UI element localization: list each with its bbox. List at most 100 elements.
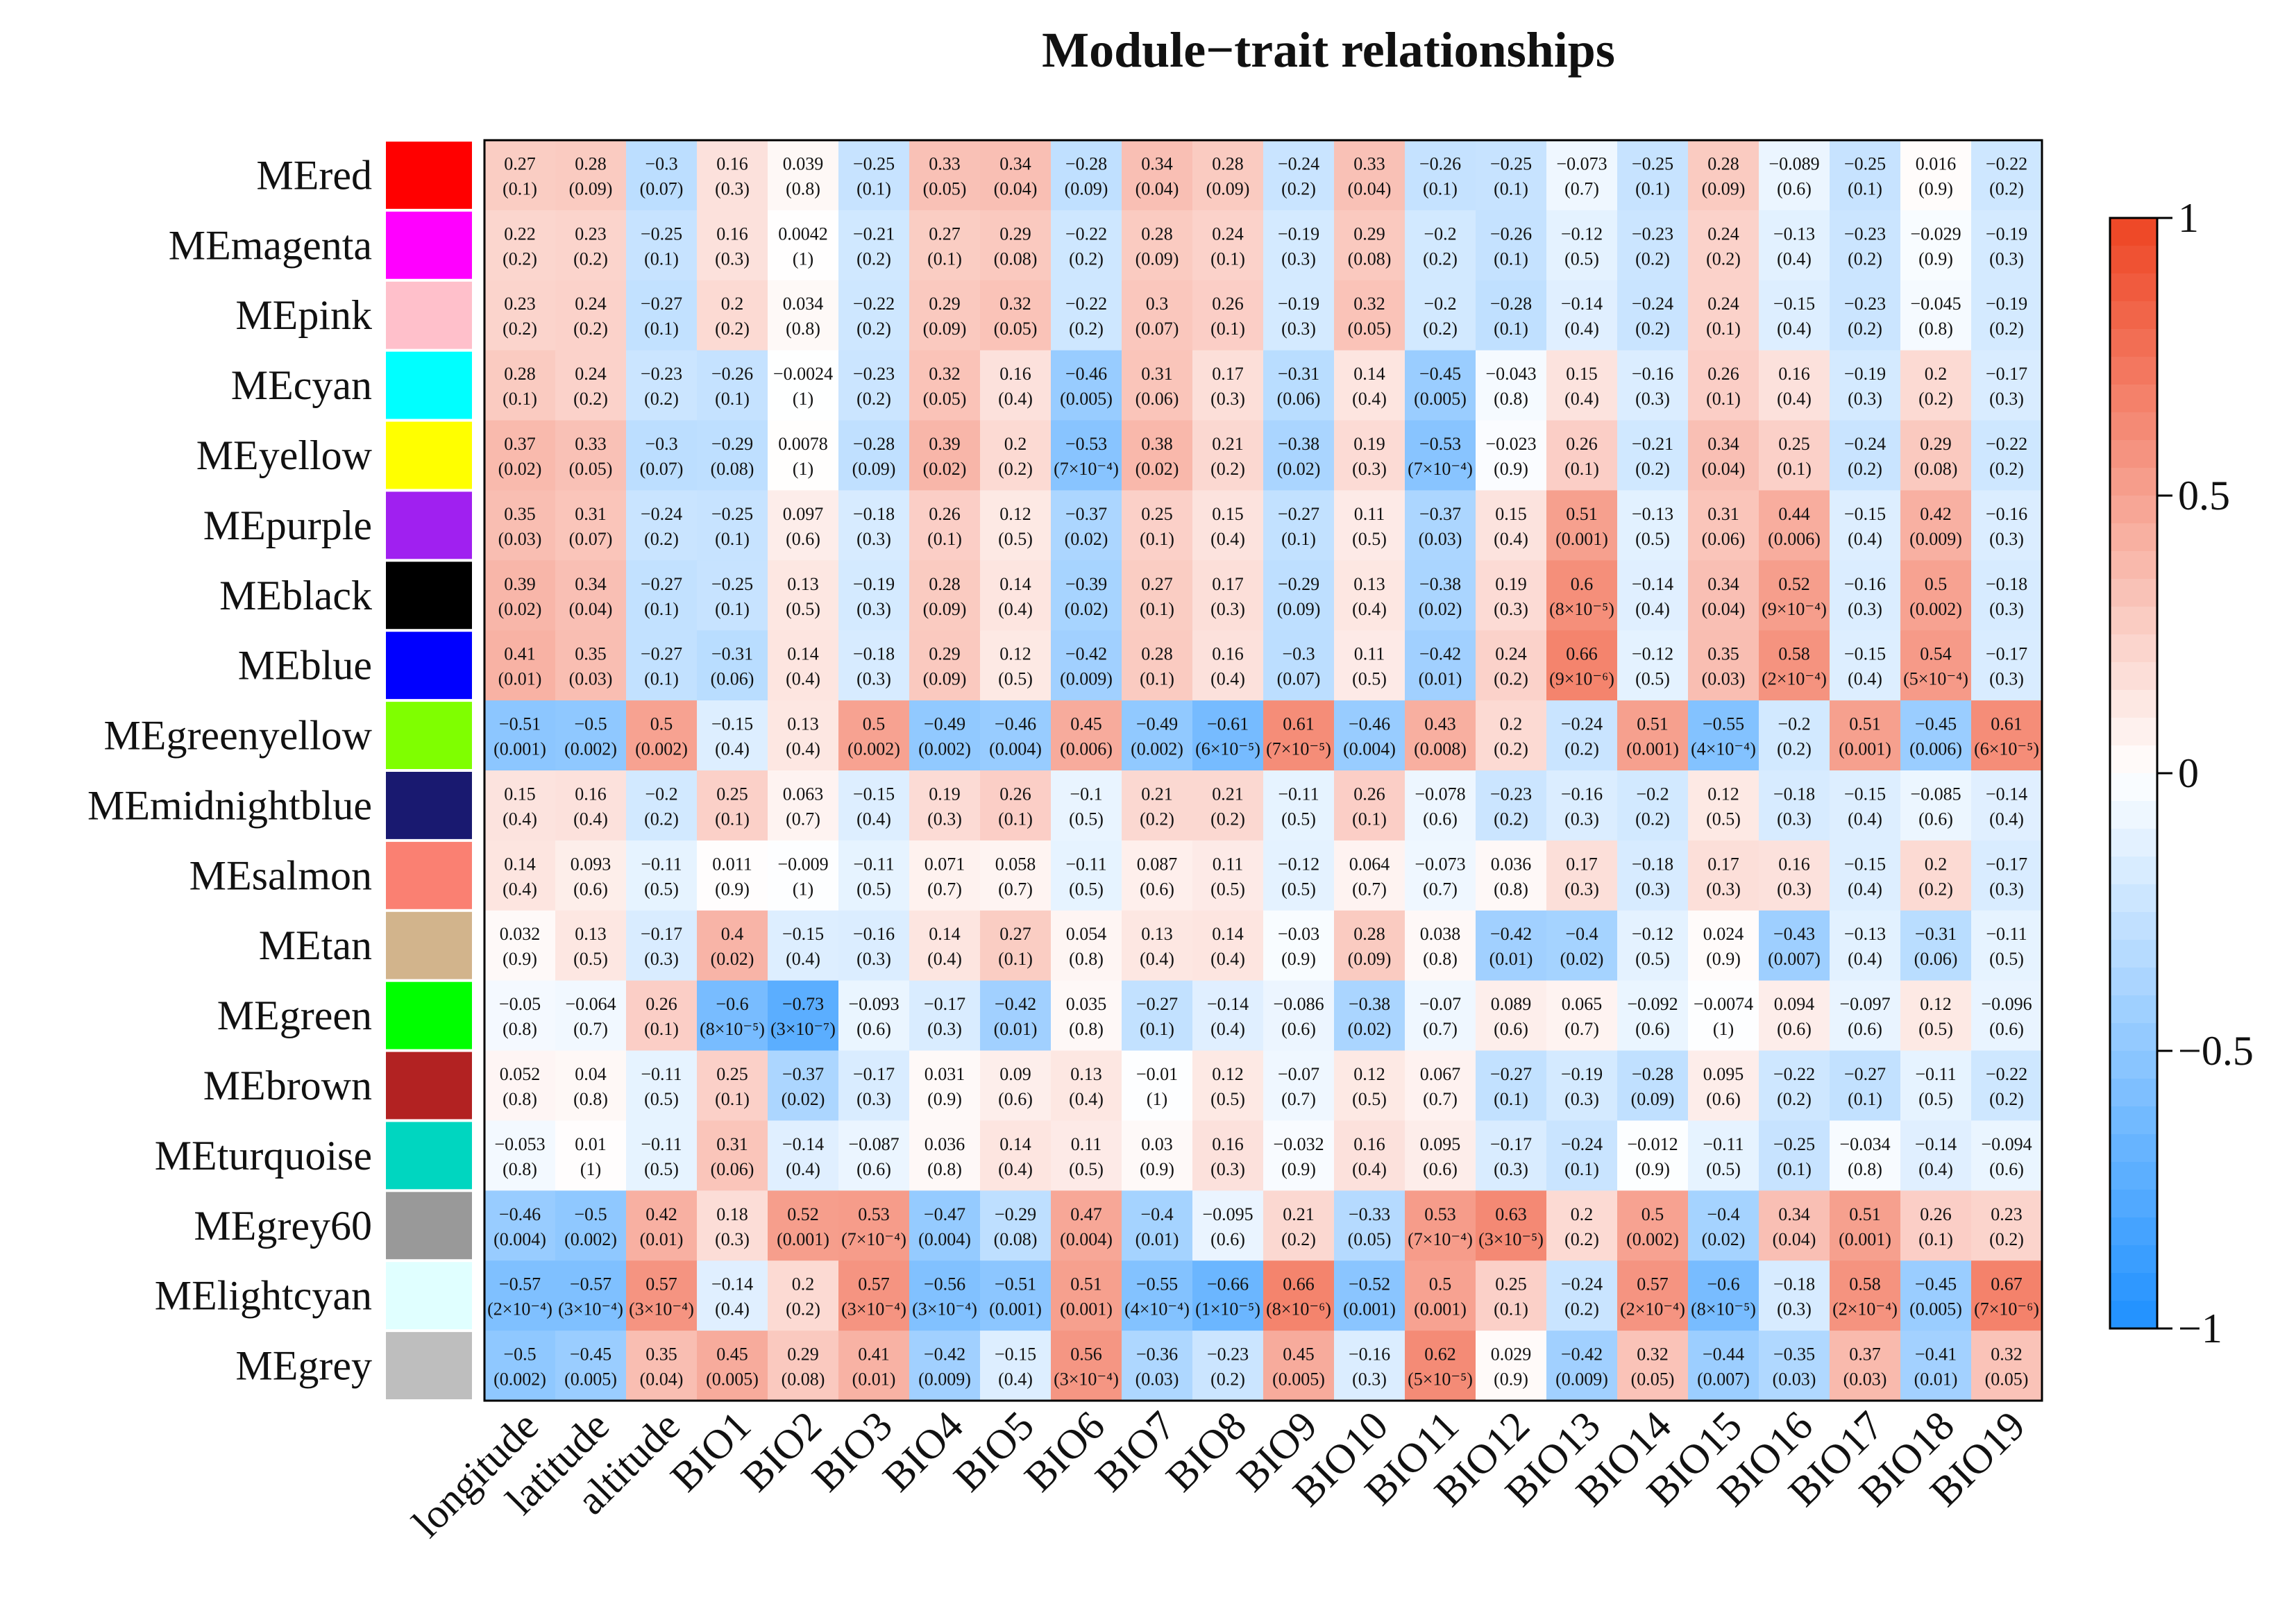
cell-correlation: 0.26	[1353, 784, 1385, 804]
cell-pvalue: (0.6)	[786, 529, 820, 549]
cell-pvalue: (0.8)	[1494, 389, 1528, 409]
heatmap-cell	[484, 630, 556, 701]
heatmap-cell	[980, 210, 1052, 281]
cell-correlation: 0.2	[1925, 364, 1948, 384]
heatmap-cell	[484, 420, 556, 491]
heatmap-cell	[1971, 420, 2043, 491]
heatmap-cell	[626, 980, 698, 1052]
cell-correlation: 0.35	[504, 504, 536, 524]
cell-correlation: −0.043	[1485, 364, 1536, 384]
cell-correlation: 0.0042	[778, 223, 828, 244]
heatmap-cell	[1122, 770, 1193, 841]
cell-correlation: 0.51	[1849, 1204, 1881, 1224]
cell-pvalue: (0.03)	[498, 529, 542, 549]
heatmap-cell	[1122, 490, 1193, 561]
heatmap-cell	[1122, 210, 1193, 281]
heatmap-cell	[1830, 140, 1901, 211]
row-label: MEgreen	[217, 993, 372, 1038]
cell-correlation: −0.045	[1910, 294, 1961, 314]
cell-pvalue: (0.4)	[573, 809, 608, 829]
heatmap-cell	[1546, 490, 1618, 561]
cell-pvalue: (0.3)	[1989, 248, 2024, 269]
cell-correlation: 0.32	[1991, 1344, 2023, 1365]
colorbar-segment	[2110, 246, 2157, 274]
cell-pvalue: (0.1)	[644, 599, 679, 619]
cell-pvalue: (0.6)	[1423, 1159, 1458, 1179]
heatmap-cell	[697, 1120, 768, 1191]
cell-pvalue: (0.3)	[715, 1229, 750, 1249]
heatmap-cell	[1476, 420, 1547, 491]
cell-correlation: −0.073	[1556, 153, 1607, 174]
heatmap-cell	[909, 280, 981, 351]
heatmap-cell	[626, 210, 698, 281]
cell-pvalue: (0.2)	[1564, 1299, 1599, 1319]
cell-correlation: −0.5	[574, 1204, 607, 1224]
cell-correlation: −0.11	[641, 1064, 682, 1084]
colorbar-segment	[2110, 1079, 2157, 1107]
cell-pvalue: (0.01)	[498, 669, 542, 689]
cell-correlation: −0.14	[1986, 784, 2027, 804]
cell-pvalue: (0.4)	[998, 599, 1033, 619]
cell-correlation: −0.16	[1844, 574, 1886, 594]
cell-pvalue: (0.3)	[1777, 1299, 1812, 1319]
cell-correlation: −0.15	[853, 784, 895, 804]
cell-pvalue: (1)	[793, 459, 813, 479]
heatmap-cell	[1263, 630, 1335, 701]
cell-pvalue: (0.6)	[1706, 1089, 1741, 1109]
cell-pvalue: (0.05)	[923, 389, 967, 409]
cell-pvalue: (8×10⁻⁵)	[1549, 599, 1614, 619]
cell-pvalue: (0.001)	[1839, 1229, 1891, 1249]
cell-pvalue: (0.2)	[1989, 1089, 2024, 1109]
heatmap-cell	[838, 350, 910, 421]
heatmap-cell	[1830, 770, 1901, 841]
heatmap-cell	[1971, 980, 2043, 1052]
cell-correlation: −0.0074	[1694, 994, 1753, 1014]
colorbar-segment	[2110, 1023, 2157, 1052]
module-color-box	[386, 211, 472, 279]
heatmap-cell	[1334, 1331, 1406, 1401]
cell-pvalue: (0.8)	[1494, 879, 1528, 899]
cell-correlation: 0.27	[929, 223, 961, 244]
heatmap-cell	[909, 140, 981, 211]
cell-correlation: −0.19	[1278, 223, 1319, 244]
cell-pvalue: (0.02)	[1136, 459, 1179, 479]
cell-correlation: 0.18	[716, 1204, 748, 1224]
cell-pvalue: (0.3)	[1564, 809, 1599, 829]
heatmap-cell	[1546, 1331, 1618, 1401]
heatmap-cell	[1192, 910, 1264, 981]
cell-correlation: −0.07	[1419, 994, 1461, 1014]
cell-pvalue: (0.6)	[1848, 1019, 1882, 1039]
cell-correlation: −0.17	[641, 924, 682, 944]
cell-correlation: 0.54	[1920, 644, 1952, 664]
heatmap-cell	[1334, 490, 1406, 561]
cell-pvalue: (0.2)	[856, 319, 891, 339]
heatmap-cell	[1688, 1331, 1759, 1401]
colorbar-segment	[2110, 968, 2157, 996]
cell-pvalue: (0.3)	[1564, 879, 1599, 899]
heatmap-cell	[1334, 210, 1406, 281]
heatmap-cell	[1405, 1120, 1476, 1191]
cell-pvalue: (0.1)	[1140, 1019, 1174, 1039]
cell-correlation: 0.19	[929, 784, 961, 804]
cell-correlation: −0.064	[565, 994, 616, 1014]
cell-pvalue: (0.4)	[1352, 389, 1387, 409]
cell-correlation: −0.27	[641, 294, 682, 314]
row-label: MEbrown	[203, 1063, 372, 1108]
cell-correlation: −0.17	[853, 1064, 895, 1084]
cell-pvalue: (0.2)	[573, 389, 608, 409]
cell-correlation: −0.36	[1136, 1344, 1178, 1365]
cell-correlation: −0.2	[1636, 784, 1669, 804]
cell-pvalue: (0.3)	[1989, 599, 2024, 619]
heatmap-cell	[555, 700, 627, 771]
cell-pvalue: (0.05)	[1631, 1369, 1675, 1390]
cell-pvalue: (0.04)	[640, 1369, 684, 1390]
cell-pvalue: (0.03)	[1843, 1369, 1887, 1390]
cell-correlation: 0.032	[500, 924, 541, 944]
cell-pvalue: (0.5)	[1918, 1019, 1953, 1039]
heatmap-cell	[1900, 280, 1972, 351]
cell-correlation: −0.23	[641, 364, 682, 384]
cell-correlation: −0.6	[716, 994, 748, 1014]
heatmap-cell	[1688, 700, 1759, 771]
heatmap-cell	[1971, 1331, 2043, 1401]
cell-correlation: −0.22	[853, 294, 895, 314]
